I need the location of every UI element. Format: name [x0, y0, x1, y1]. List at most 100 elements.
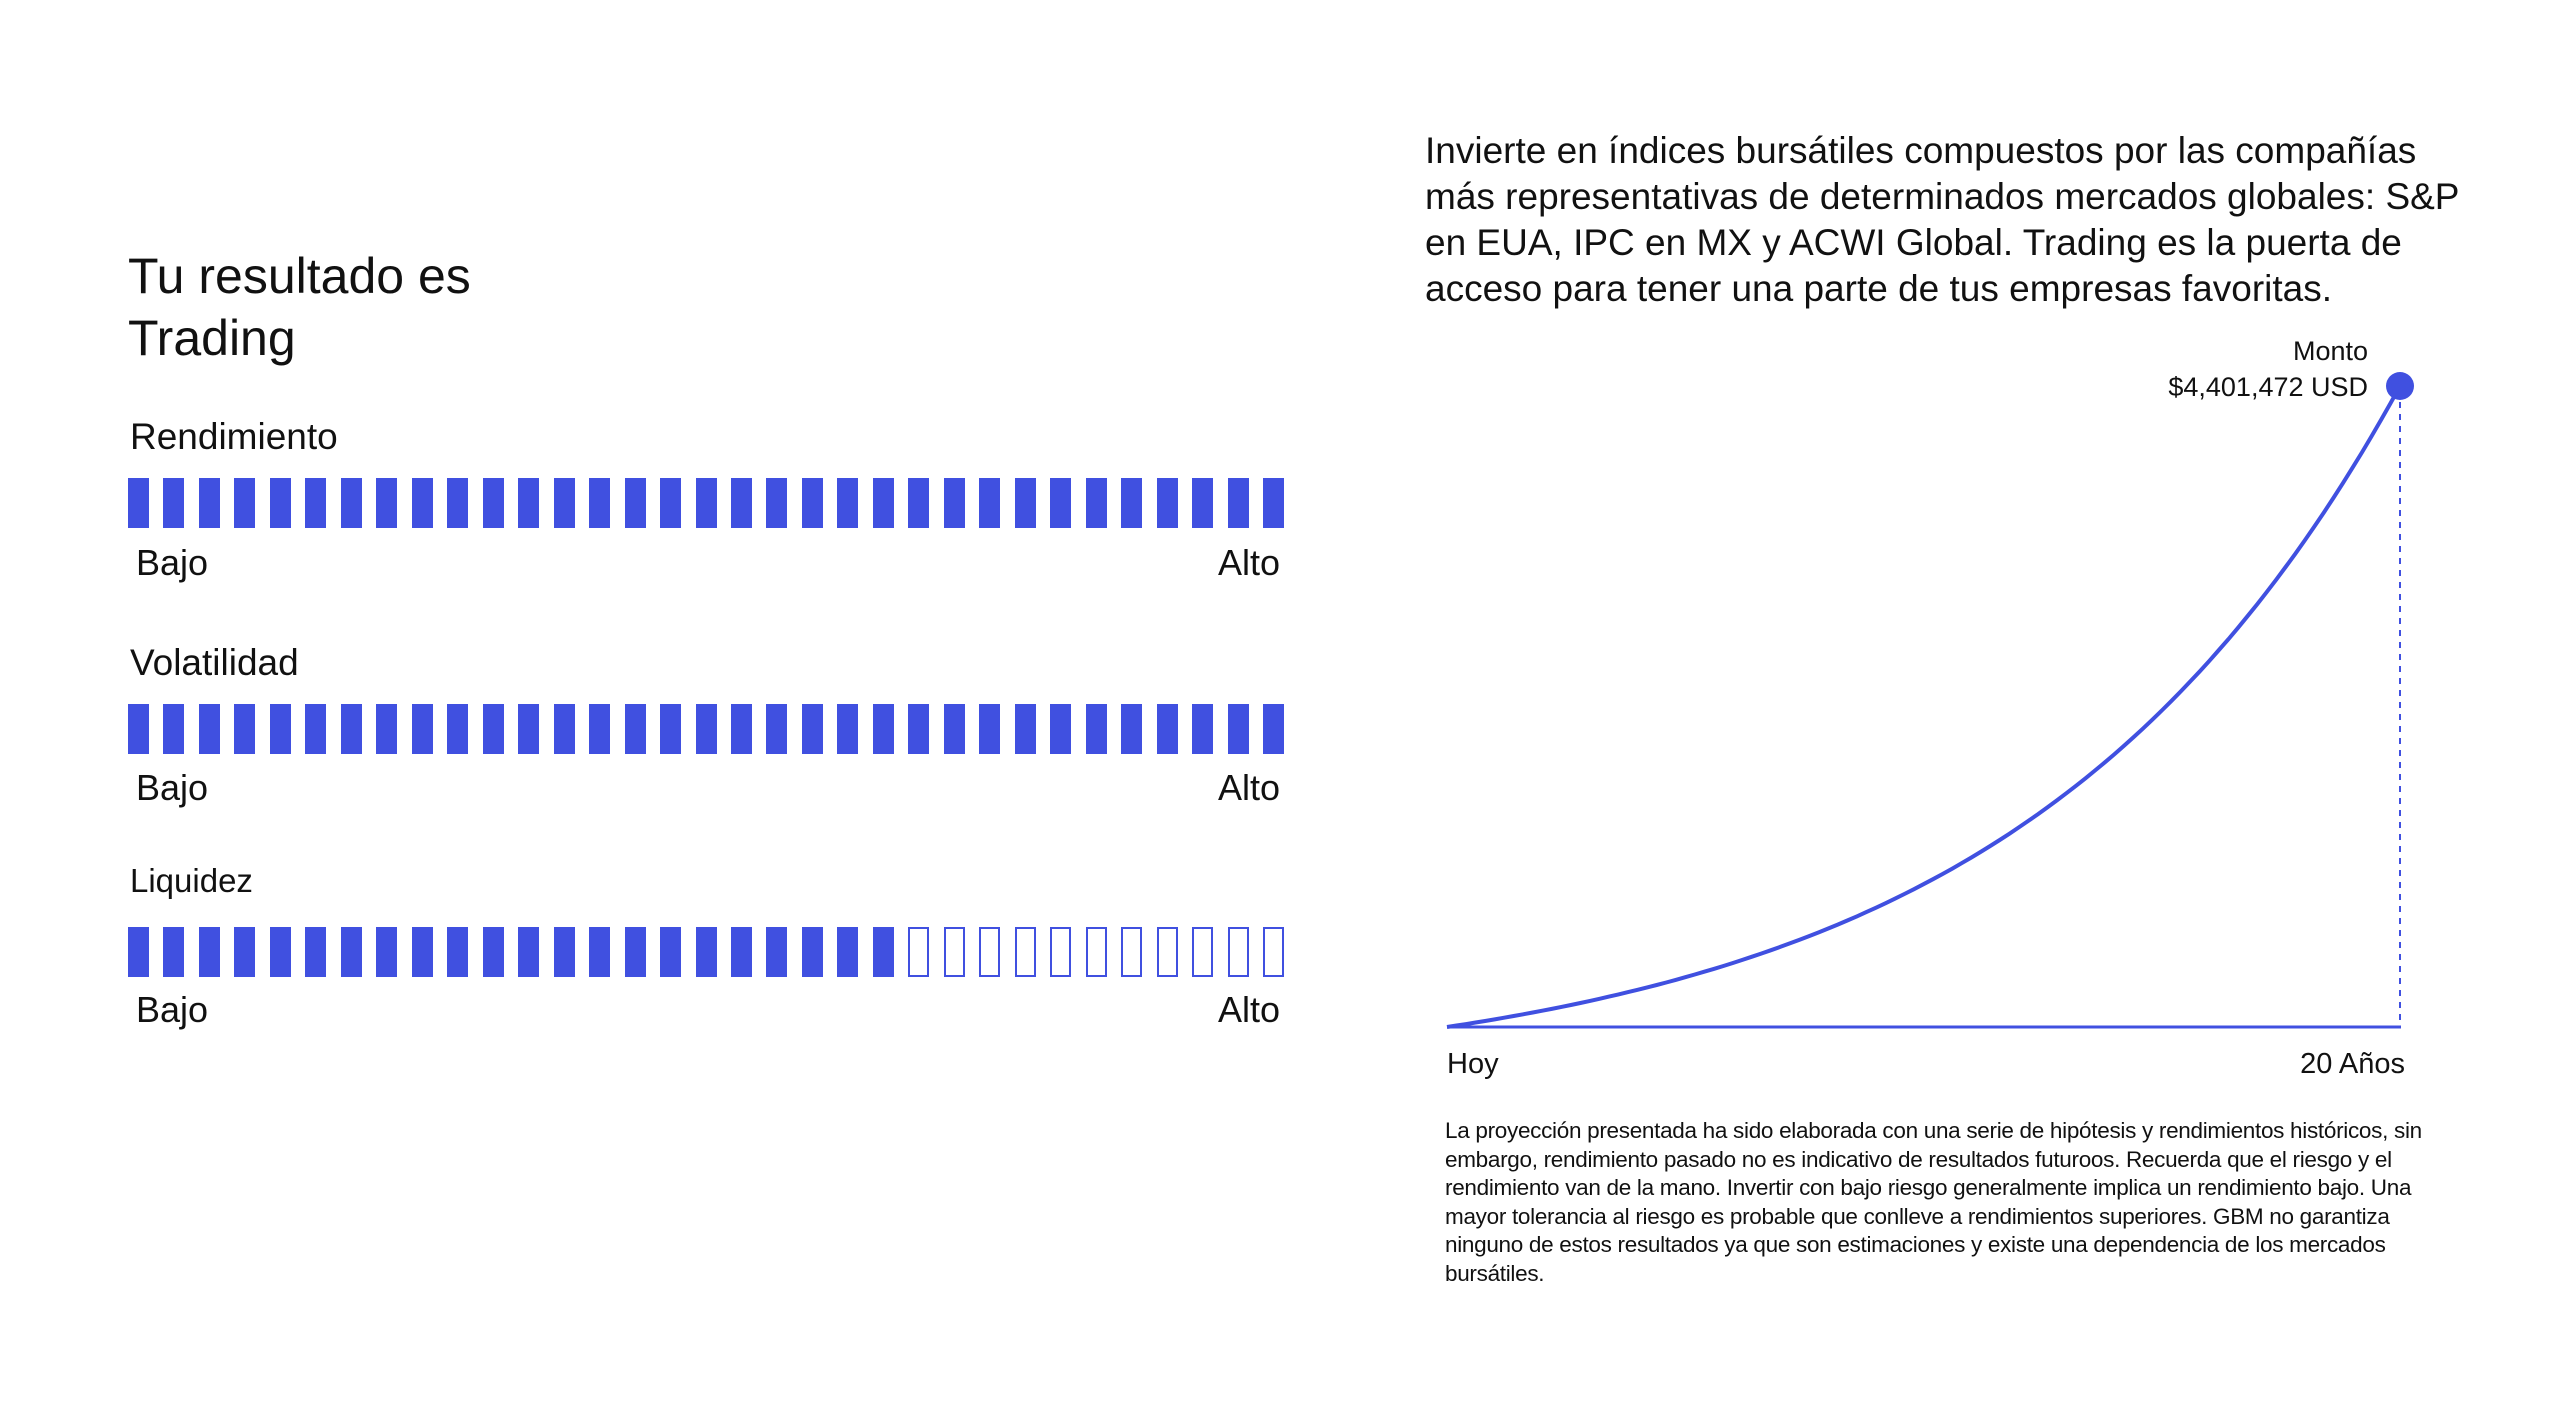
metric-label-volatilidad: Volatilidad: [130, 642, 299, 683]
x-start-label: Hoy: [1447, 1048, 1499, 1080]
bar-segment-filled: [766, 478, 788, 528]
bar-segment-filled: [1263, 478, 1284, 528]
bar-segment-empty: [1156, 927, 1178, 977]
rendimiento-low-label: Bajo: [136, 542, 209, 583]
bar-segment-filled: [411, 478, 433, 528]
bar-segment-filled: [376, 927, 398, 977]
bar-segment-filled: [1014, 704, 1036, 754]
bar-segment-filled: [660, 927, 682, 977]
bar-segment-empty: [1192, 927, 1214, 977]
bar-segment-empty: [1227, 927, 1249, 977]
bar-segment-filled: [447, 704, 469, 754]
bar-segment-filled: [447, 478, 469, 528]
bar-segment-filled: [766, 704, 788, 754]
end-label: Monto: [2292, 336, 2368, 366]
bar-segment-filled: [979, 478, 1001, 528]
bar-segment-filled: [730, 478, 752, 528]
bar-segment-filled: [624, 927, 646, 977]
bar-segment-filled: [447, 927, 469, 977]
bar-segment-filled: [730, 927, 752, 977]
bar-segment-filled: [269, 927, 291, 977]
bar-segment-filled: [1050, 704, 1072, 754]
bar-segment-filled: [376, 478, 398, 528]
bar-segment-filled: [908, 478, 930, 528]
bar-segment-filled: [198, 704, 220, 754]
bar-segment-filled: [624, 704, 646, 754]
bar-segment-filled: [1227, 478, 1249, 528]
bar-segment-filled: [766, 927, 788, 977]
bar-segment-filled: [518, 927, 540, 977]
bar-segment-filled: [943, 478, 965, 528]
volatilidad-high-label: Alto: [1217, 767, 1280, 808]
end-value: $4,401,472 USD: [2168, 372, 2368, 402]
bar-segment-filled: [695, 704, 717, 754]
bar-segment-filled: [1014, 478, 1036, 528]
bar-segment-empty: [1121, 927, 1143, 977]
bar-segment-filled: [163, 478, 185, 528]
bar-segment-filled: [872, 704, 894, 754]
bar-segment-filled: [305, 927, 327, 977]
bar-segment-filled: [1156, 704, 1178, 754]
bar-segment-filled: [376, 704, 398, 754]
bar-segment-filled: [943, 704, 965, 754]
bar-segment-empty: [1263, 927, 1284, 977]
bar-segment-empty: [908, 927, 930, 977]
bar-segment-filled: [837, 927, 859, 977]
bar-segment-filled: [837, 478, 859, 528]
bar-segment-filled: [163, 704, 185, 754]
bar-segment-filled: [128, 927, 149, 977]
bar-segment-filled: [589, 927, 611, 977]
bar-segment-filled: [553, 478, 575, 528]
bar-segment-filled: [1085, 478, 1107, 528]
metric-label-rendimiento: Rendimiento: [130, 416, 338, 457]
metric-label-liquidez: Liquidez: [130, 862, 253, 899]
bar-segment-filled: [305, 704, 327, 754]
bar-segment-filled: [695, 478, 717, 528]
bar-segment-filled: [1085, 704, 1107, 754]
liquidez-low-label: Bajo: [136, 989, 209, 1030]
bar-segment-filled: [482, 478, 504, 528]
bar-segment-filled: [872, 478, 894, 528]
intro-paragraph: Invierte en índices bursátiles compuesto…: [1425, 130, 2459, 309]
bar-segment-filled: [660, 704, 682, 754]
liquidez-high-label: Alto: [1217, 989, 1280, 1030]
end-point-marker: [2386, 372, 2414, 400]
bar-segment-filled: [518, 478, 540, 528]
rendimiento-bar: [128, 478, 1284, 530]
bar-segment-filled: [305, 478, 327, 528]
growth-curve: [1446, 385, 2402, 1029]
disclaimer: La proyección presentada ha sido elabora…: [1445, 1118, 2422, 1286]
bar-segment-filled: [1156, 478, 1178, 528]
bar-segment-filled: [340, 704, 362, 754]
bar-segment-filled: [1192, 704, 1214, 754]
bar-segment-filled: [198, 927, 220, 977]
bar-segment-filled: [1192, 478, 1214, 528]
bar-segment-filled: [269, 704, 291, 754]
bar-segment-filled: [340, 478, 362, 528]
bar-segment-filled: [128, 478, 149, 528]
bar-segment-filled: [837, 704, 859, 754]
bar-segment-filled: [518, 704, 540, 754]
bar-segment-filled: [624, 478, 646, 528]
volatilidad-bar: [128, 704, 1284, 756]
bar-segment-empty: [1050, 927, 1072, 977]
bar-segment-filled: [801, 478, 823, 528]
bar-segment-filled: [269, 478, 291, 528]
bar-segment-filled: [482, 927, 504, 977]
bar-segment-empty: [1014, 927, 1036, 977]
bar-segment-empty: [943, 927, 965, 977]
result-title: Tu resultado es Trading: [128, 248, 471, 366]
volatilidad-low-label: Bajo: [136, 767, 209, 808]
bar-segment-filled: [660, 478, 682, 528]
bar-segment-filled: [1121, 478, 1143, 528]
bar-segment-filled: [1227, 704, 1249, 754]
bar-segment-filled: [589, 704, 611, 754]
bar-segment-filled: [730, 704, 752, 754]
bar-segment-filled: [872, 927, 894, 977]
bar-segment-filled: [979, 704, 1001, 754]
bar-segment-filled: [234, 478, 256, 528]
rendimiento-high-label: Alto: [1217, 542, 1280, 583]
bar-segment-filled: [1263, 704, 1284, 754]
bar-segment-filled: [553, 927, 575, 977]
